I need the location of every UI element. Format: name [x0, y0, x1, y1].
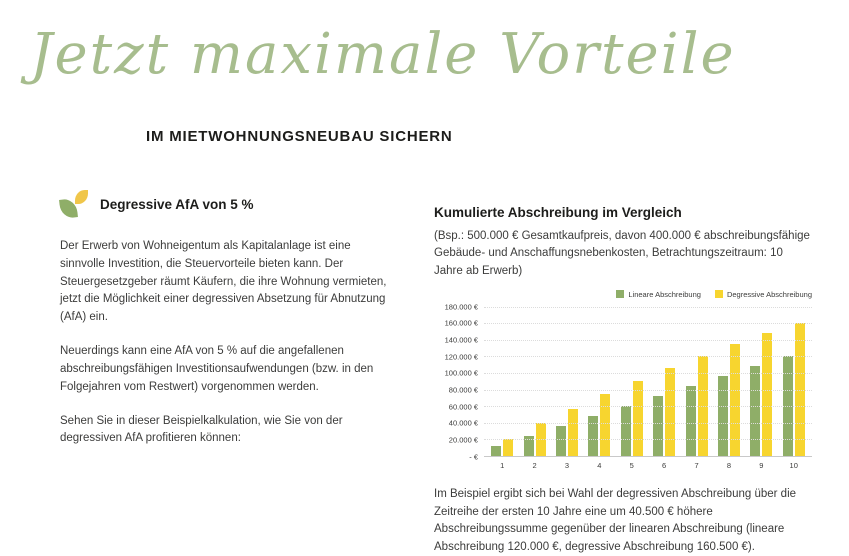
y-tick-label: - €: [469, 452, 478, 462]
y-tick-label: 140.000 €: [444, 335, 478, 345]
bar-degressive: [794, 322, 805, 456]
intro-header: Degressive AfA von 5 %: [59, 190, 392, 219]
bar-linear: [685, 386, 696, 456]
bar-linear: [717, 376, 728, 456]
bar-linear: [653, 396, 664, 456]
bar-linear: [588, 416, 599, 456]
y-tick-label: 80.000 €: [448, 385, 478, 395]
x-tick-label: 5: [629, 460, 634, 470]
legend-swatch: [714, 290, 723, 299]
intro-paragraph: Der Erwerb von Wohneigentum als Kapitala…: [60, 240, 387, 324]
leaf-logo-icon: [59, 190, 90, 219]
y-tick-label: 40.000 €: [448, 418, 478, 428]
bar-group: [685, 307, 708, 456]
bar-group: [620, 307, 643, 456]
chart-plot: [484, 306, 812, 457]
script-headline: Jetzt maximale Vorteile: [30, 22, 736, 87]
chart-x-axis: 1 2 3 4 5 6 7 8 9 10: [484, 461, 812, 470]
bar-linear: [620, 406, 631, 456]
y-tick-label: 100.000 €: [444, 368, 478, 378]
chart-legend: Lineare Abschreibung Degressive Abschreib…: [434, 290, 812, 299]
x-tick-label: 6: [662, 460, 667, 470]
gridline: [484, 439, 812, 441]
intro-paragraph: Sehen Sie in dieser Beispielkalkulation,…: [60, 414, 343, 445]
bar-group: [750, 307, 773, 456]
legend-label: Degressive Abschreibung: [726, 289, 812, 299]
intro-heading: Degressive AfA von 5 %: [100, 196, 254, 212]
gridline: [484, 356, 812, 358]
bar-group: [523, 307, 546, 456]
intro-paragraph: Neuerdings kann eine AfA von 5 % auf die…: [60, 345, 374, 393]
x-tick-label: 10: [789, 460, 798, 470]
leaf-yellow-shape: [75, 190, 88, 204]
y-tick-label: 120.000 €: [444, 352, 478, 362]
chart-footnote: Im Beispiel ergibt sich bei Wahl der deg…: [434, 487, 797, 554]
gridline: [484, 323, 812, 325]
bar-degressive: [503, 439, 514, 456]
y-tick-label: 180.000 €: [444, 302, 478, 312]
bar-linear: [555, 425, 566, 456]
bar-linear: [750, 366, 761, 456]
headline-subtitle: IM MIETWOHNUNGSNEUBAU SICHERN: [146, 128, 453, 145]
bar-group: [588, 307, 611, 456]
intro-column: Degressive AfA von 5 % Der Erwerb von Wo…: [59, 190, 392, 464]
x-tick-label: 9: [759, 460, 764, 470]
bar-degressive: [697, 355, 708, 456]
bar-degressive: [762, 333, 773, 456]
bar-group: [717, 307, 740, 456]
x-tick-label: 7: [694, 460, 699, 470]
legend-item: Lineare Abschreibung: [616, 290, 701, 299]
chart-bars: [484, 307, 812, 456]
legend-label: Lineare Abschreibung: [628, 289, 701, 299]
legend-swatch: [616, 290, 625, 299]
bar-linear: [523, 435, 534, 456]
y-tick-label: 160.000 €: [444, 318, 478, 328]
bar-degressive: [600, 394, 611, 456]
x-tick-label: 8: [726, 460, 731, 470]
chart-subtitle: (Bsp.: 500.000 € Gesamtkaufpreis, davon …: [434, 230, 810, 277]
gridline: [484, 372, 812, 374]
chart-y-axis: 180.000 € 160.000 € 140.000 € 120.000 € 100.…: [434, 302, 484, 461]
bar-linear: [491, 445, 502, 456]
bar-degressive: [729, 344, 740, 456]
bar-group: [491, 307, 514, 456]
x-tick-label: 2: [532, 460, 537, 470]
bar-chart: Lineare Abschreibung Degressive Abschreib…: [434, 290, 812, 470]
x-tick-label: 4: [597, 460, 602, 470]
x-tick-label: 1: [500, 460, 505, 470]
y-tick-label: 20.000 €: [448, 435, 478, 445]
x-tick-label: 3: [564, 460, 570, 470]
bar-group: [782, 307, 805, 456]
gridline: [484, 306, 812, 308]
gridline: [484, 422, 812, 424]
bar-group: [555, 307, 578, 456]
gridline: [484, 406, 812, 408]
y-tick-label: 60.000 €: [448, 402, 478, 412]
bar-degressive: [632, 380, 643, 456]
bar-degressive: [567, 408, 578, 456]
gridline: [484, 389, 812, 391]
chart-column: Kumulierte Abschreibung im Vergleich (Bs…: [434, 205, 812, 556]
legend-item: Degressive Abschreibung: [714, 289, 812, 299]
chart-body: 180.000 € 160.000 € 140.000 € 120.000 € 100.…: [434, 302, 812, 461]
chart-title: Kumulierte Abschreibung im Vergleich: [434, 205, 682, 220]
bar-degressive: [665, 368, 676, 456]
bar-group: [653, 307, 676, 456]
gridline: [484, 339, 812, 341]
